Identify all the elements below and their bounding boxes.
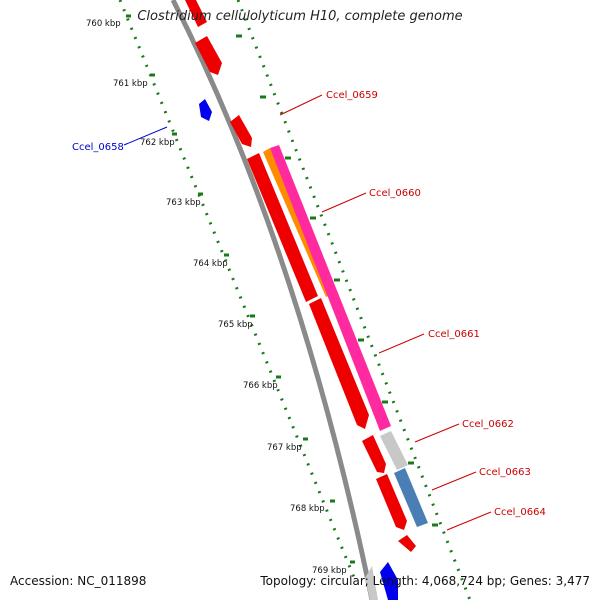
gene-arrow-forward[interactable] (185, 0, 207, 27)
inner-tick-track (118, 0, 357, 581)
gene-arrow-forward[interactable] (247, 153, 318, 302)
gene-arrow-forward[interactable] (195, 36, 222, 75)
gene-labels: Ccel_0659 Ccel_0658 Ccel_0660 Ccel_0661 … (72, 90, 546, 518)
genome-summary-text: Topology: circular; Length: 4,068,724 bp… (260, 574, 590, 588)
tick-label: 766 kbp (243, 381, 278, 391)
magenta-feature[interactable] (270, 145, 391, 431)
tick-label: 760 kbp (86, 19, 121, 29)
gray-feature[interactable] (365, 566, 378, 600)
gene-arrow-reverse[interactable] (380, 562, 398, 600)
gene-label[interactable]: Ccel_0662 (462, 419, 514, 430)
gene-label[interactable]: Ccel_0663 (479, 467, 531, 478)
tick-label: 767 kbp (267, 443, 302, 453)
major-ticks (126, 14, 438, 564)
gene-arrow-forward[interactable] (230, 115, 252, 147)
gene-label[interactable]: Ccel_0660 (369, 188, 421, 199)
gray-feature[interactable] (380, 431, 408, 470)
tick-label: 763 kbp (166, 198, 201, 208)
gene-arrow-forward[interactable] (376, 474, 407, 530)
genome-backbone (170, 0, 375, 600)
tick-label: 762 kbp (140, 138, 175, 148)
gene-arrow-reverse[interactable] (199, 99, 212, 121)
gene-features (185, 0, 428, 600)
tick-label: 761 kbp (113, 79, 148, 89)
tick-label: 769 kbp (312, 566, 347, 576)
gene-arrow-forward[interactable] (362, 435, 386, 473)
tick-label: 765 kbp (218, 320, 253, 330)
genome-title: Clostridium cellulolyticum H10, complete… (137, 9, 463, 24)
accession-text: Accession: NC_011898 (10, 574, 147, 588)
gene-label-leaders (123, 94, 492, 531)
tick-label: 764 kbp (193, 259, 228, 269)
gene-arrow-forward[interactable] (398, 535, 416, 552)
gene-label[interactable]: Ccel_0659 (326, 90, 378, 101)
gene-label[interactable]: Ccel_0661 (428, 329, 480, 340)
gene-arrow-forward[interactable] (309, 298, 369, 429)
tick-label: 768 kbp (290, 504, 325, 514)
tick-labels: 760 kbp 761 kbp 762 kbp 763 kbp 764 kbp … (86, 19, 347, 576)
steelblue-feature[interactable] (394, 468, 428, 527)
outer-tick-track (236, 0, 472, 600)
gene-label[interactable]: Ccel_0664 (494, 507, 546, 518)
gene-label[interactable]: Ccel_0658 (72, 142, 124, 153)
